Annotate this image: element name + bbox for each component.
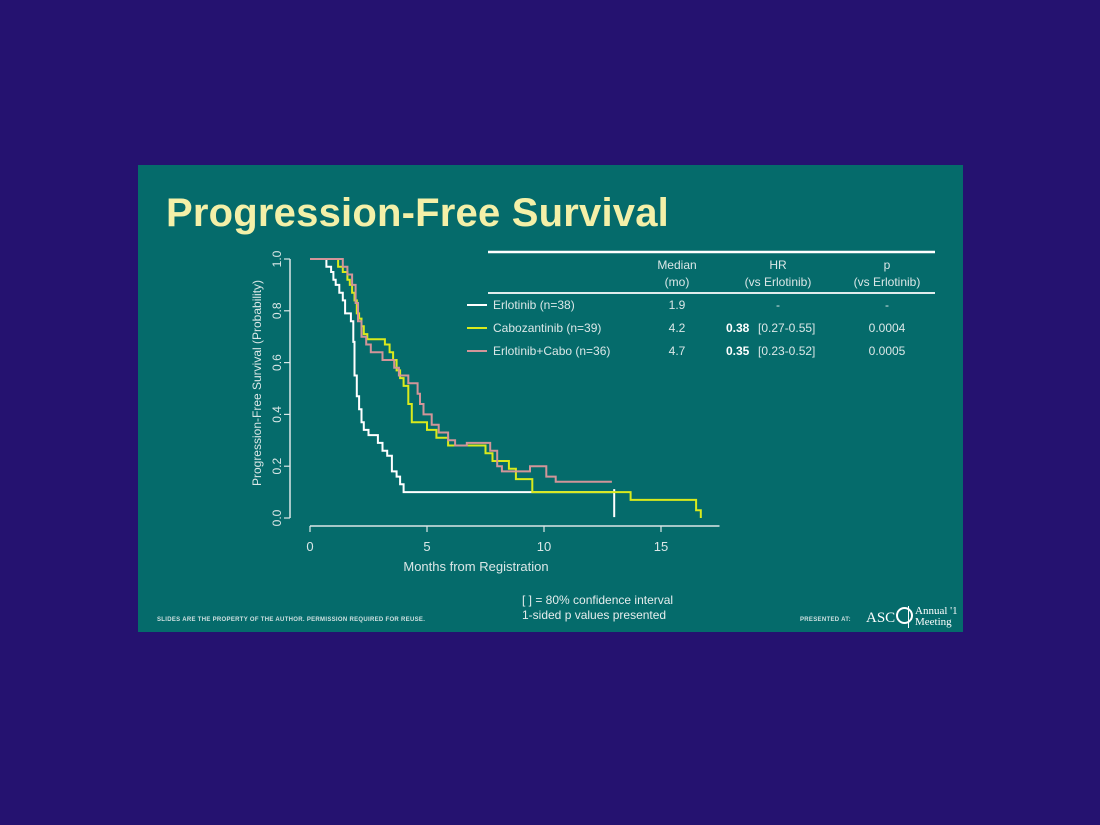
chart-ticks: 0.0 0.2 0.4 0.6 0.8 1.0 0 5 10 15 <box>270 250 668 554</box>
meeting-line-1: Annual '1 <box>915 605 958 617</box>
footnote-ci: [ ] = 80% confidence interval <box>522 593 674 607</box>
x-tick-label: 5 <box>423 539 430 554</box>
legend-label: Erlotinib (n=38) <box>493 298 575 312</box>
survival-curve-1 <box>310 258 615 494</box>
asco-logo: ASC <box>866 607 914 627</box>
footnote-pvalues: 1-sided p values presented <box>522 608 667 622</box>
y-axis-label: Progression-Free Survival (Probability) <box>250 280 264 486</box>
table-p-value: 0.0005 <box>869 344 906 358</box>
survival-curve-3 <box>310 258 612 483</box>
y-tick-label: 0.6 <box>270 354 284 371</box>
y-tick-label: 0.0 <box>270 509 284 526</box>
presented-at-label: PRESENTED AT: <box>800 617 851 623</box>
x-tick-label: 15 <box>654 539 668 554</box>
table-header-line1: HR <box>769 258 787 272</box>
y-tick-label: 1.0 <box>270 250 284 267</box>
table-hr-value: 0.38 <box>726 321 750 335</box>
table-p-value: 0.0004 <box>869 321 906 335</box>
table-header-line2: (mo) <box>665 275 690 289</box>
table-header-line1: p <box>884 258 891 272</box>
table-hr-value: 0.35 <box>726 344 750 358</box>
rights-notice: SLIDES ARE THE PROPERTY OF THE AUTHOR. P… <box>157 617 426 623</box>
pfs-chart: 0.0 0.2 0.4 0.6 0.8 1.0 0 5 10 15 Months from Reg… <box>250 250 935 574</box>
chart-axes <box>289 259 720 527</box>
slide: Progression-Free Survival 0.0 0.2 0.4 0.6 0.… <box>138 165 963 632</box>
y-tick-label: 0.8 <box>270 302 284 319</box>
table-median: 4.2 <box>669 321 686 335</box>
annual-meeting-logo: Annual '1 Meeting <box>908 606 958 628</box>
legend-label: Erlotinib+Cabo (n=36) <box>493 344 610 358</box>
table-hr-ci: [0.27-0.55] <box>758 321 815 335</box>
legend-label: Cabozantinib (n=39) <box>493 321 601 335</box>
x-axis-label: Months from Registration <box>403 559 548 574</box>
y-tick-label: 0.4 <box>270 406 284 423</box>
logo-text: ASC <box>866 610 896 626</box>
table-median: 1.9 <box>669 298 686 312</box>
table-hr-ci: - <box>776 298 780 312</box>
table-header-line1: Median <box>657 258 696 272</box>
y-tick-label: 0.2 <box>270 458 284 475</box>
legend-table: Median (mo) HR (vs Erlotinib) p (vs Erlotinib… <box>467 250 935 358</box>
logo-ring-icon <box>896 607 914 624</box>
x-tick-label: 0 <box>306 539 313 554</box>
survival-curves <box>310 258 702 518</box>
table-header-line2: (vs Erlotinib) <box>854 275 921 289</box>
table-hr-ci: [0.23-0.52] <box>758 344 815 358</box>
footnote: [ ] = 80% confidence interval 1-sided p … <box>522 593 673 623</box>
meeting-line-2: Meeting <box>915 616 952 628</box>
table-header-line2: (vs Erlotinib) <box>745 275 812 289</box>
table-median: 4.7 <box>669 344 686 358</box>
table-p-value: - <box>885 298 889 312</box>
x-tick-label: 10 <box>537 539 551 554</box>
slide-title: Progression-Free Survival <box>166 191 669 235</box>
